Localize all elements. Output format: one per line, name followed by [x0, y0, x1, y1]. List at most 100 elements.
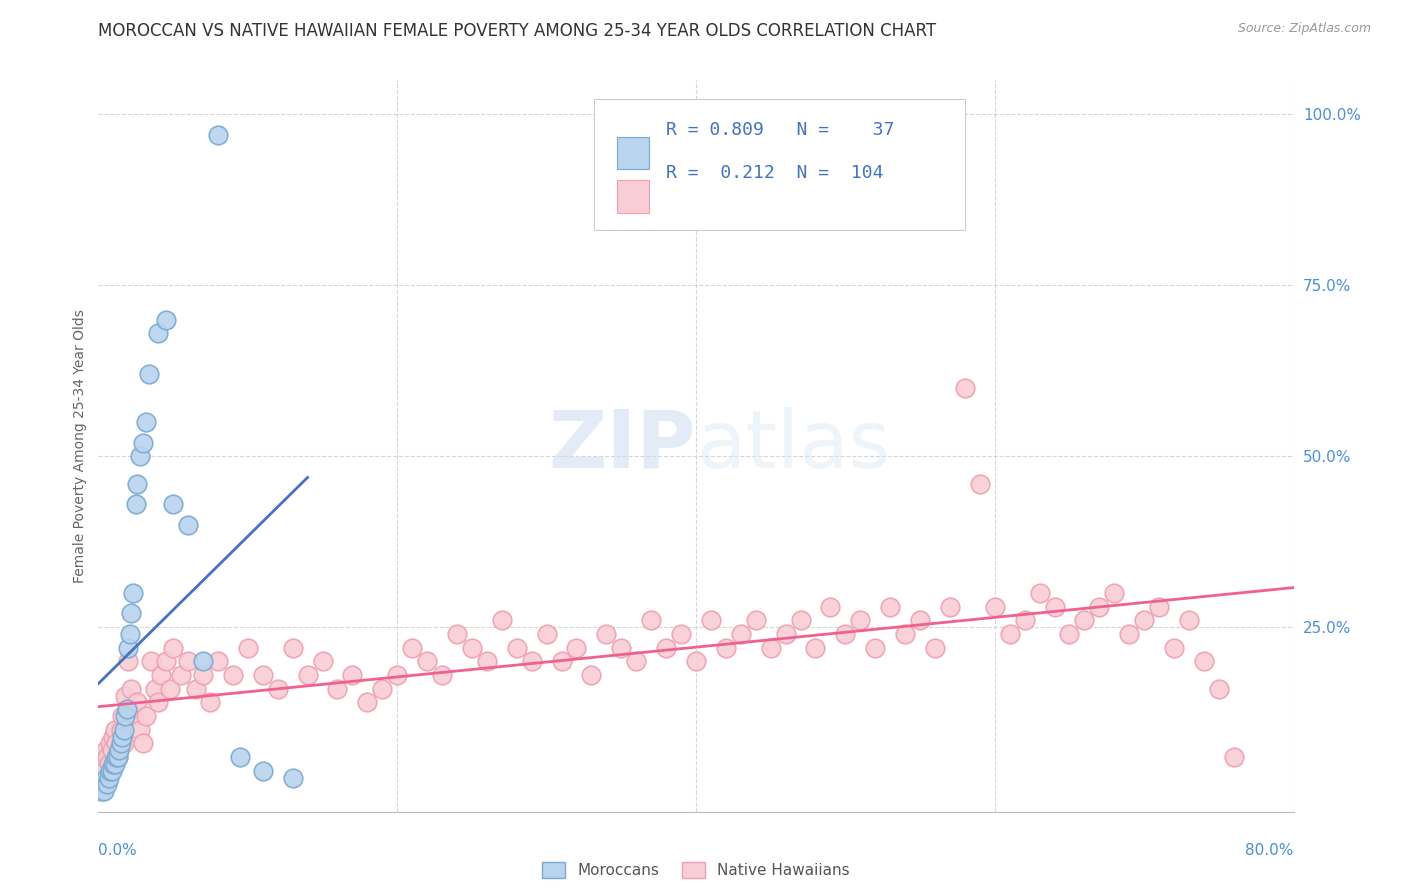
- Point: [550, 654, 572, 668]
- Point: [626, 654, 648, 668]
- Point: [129, 449, 152, 463]
- Point: [385, 668, 409, 682]
- Point: [1133, 613, 1156, 627]
- Point: [104, 723, 127, 737]
- Point: [111, 709, 134, 723]
- Point: [97, 771, 120, 785]
- Text: 80.0%: 80.0%: [1246, 843, 1294, 858]
- Point: [491, 613, 513, 627]
- Point: [281, 640, 304, 655]
- Point: [135, 709, 157, 723]
- Point: [939, 599, 962, 614]
- Point: [969, 476, 991, 491]
- Point: [252, 668, 274, 682]
- Point: [1014, 613, 1036, 627]
- Point: [148, 326, 170, 341]
- Point: [1043, 599, 1066, 614]
- Point: [446, 627, 468, 641]
- Text: ZIP: ZIP: [548, 407, 696, 485]
- Point: [107, 750, 129, 764]
- Point: [107, 750, 129, 764]
- Point: [1163, 640, 1185, 655]
- Point: [162, 497, 184, 511]
- Point: [114, 689, 136, 703]
- Point: [112, 723, 135, 737]
- Point: [700, 613, 723, 627]
- Point: [101, 764, 124, 778]
- Point: [565, 640, 588, 655]
- Point: [108, 743, 131, 757]
- Point: [461, 640, 484, 655]
- Point: [1073, 613, 1095, 627]
- Point: [184, 681, 207, 696]
- Point: [105, 736, 128, 750]
- Point: [132, 736, 155, 750]
- Point: [1059, 627, 1081, 641]
- Point: [100, 736, 122, 750]
- Point: [229, 750, 252, 764]
- Point: [155, 312, 177, 326]
- Point: [108, 743, 131, 757]
- Point: [101, 743, 124, 757]
- Point: [148, 695, 170, 709]
- Point: [730, 627, 752, 641]
- Point: [879, 599, 901, 614]
- Point: [117, 654, 139, 668]
- Point: [745, 613, 768, 627]
- Point: [640, 613, 662, 627]
- Point: [169, 668, 191, 682]
- Point: [655, 640, 678, 655]
- Text: atlas: atlas: [696, 407, 890, 485]
- Point: [162, 640, 184, 655]
- Point: [536, 627, 558, 641]
- Point: [953, 381, 976, 395]
- Point: [118, 627, 141, 641]
- Point: [177, 654, 200, 668]
- Point: [159, 681, 181, 696]
- Point: [139, 654, 162, 668]
- Point: [1088, 599, 1111, 614]
- Point: [114, 709, 136, 723]
- Point: [820, 599, 842, 614]
- Point: [93, 784, 115, 798]
- Point: [129, 723, 152, 737]
- Text: Source: ZipAtlas.com: Source: ZipAtlas.com: [1237, 22, 1371, 36]
- Y-axis label: Female Poverty Among 25-34 Year Olds: Female Poverty Among 25-34 Year Olds: [73, 309, 87, 583]
- Legend: Moroccans, Native Hawaiians: Moroccans, Native Hawaiians: [536, 856, 856, 885]
- Point: [222, 668, 245, 682]
- Text: MOROCCAN VS NATIVE HAWAIIAN FEMALE POVERTY AMONG 25-34 YEAR OLDS CORRELATION CHA: MOROCCAN VS NATIVE HAWAIIAN FEMALE POVER…: [98, 22, 936, 40]
- Point: [804, 640, 827, 655]
- Point: [1104, 586, 1126, 600]
- Point: [1028, 586, 1050, 600]
- Point: [124, 709, 146, 723]
- Point: [104, 756, 127, 771]
- Point: [371, 681, 394, 696]
- Point: [150, 668, 173, 682]
- Point: [1192, 654, 1215, 668]
- Point: [96, 777, 118, 791]
- Point: [865, 640, 887, 655]
- Point: [121, 586, 143, 600]
- Point: [506, 640, 529, 655]
- Point: [775, 627, 797, 641]
- FancyBboxPatch shape: [617, 180, 650, 212]
- FancyBboxPatch shape: [617, 136, 650, 169]
- Point: [155, 654, 177, 668]
- Point: [191, 654, 214, 668]
- Text: R =  0.212  N =  104: R = 0.212 N = 104: [666, 164, 883, 182]
- Point: [90, 764, 112, 778]
- Point: [177, 517, 200, 532]
- Point: [669, 627, 692, 641]
- Point: [267, 681, 290, 696]
- Point: [252, 764, 274, 778]
- Point: [849, 613, 872, 627]
- Point: [110, 736, 132, 750]
- Point: [1118, 627, 1140, 641]
- Point: [714, 640, 737, 655]
- Point: [191, 668, 214, 682]
- Point: [1147, 599, 1170, 614]
- Point: [97, 756, 120, 771]
- Point: [595, 627, 617, 641]
- Point: [416, 654, 439, 668]
- Point: [93, 750, 115, 764]
